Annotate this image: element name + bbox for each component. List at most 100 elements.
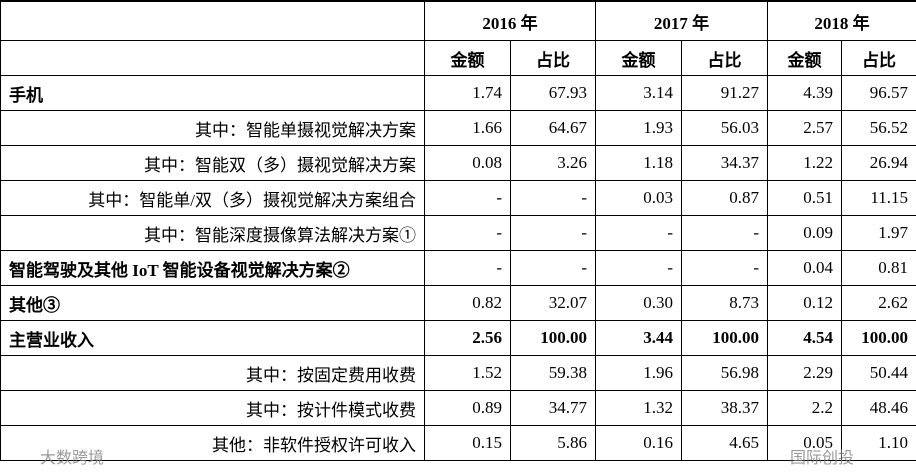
cell-value: 4.39 — [767, 75, 842, 111]
year-header: 2016 年 — [424, 0, 596, 41]
corner-cell — [0, 40, 425, 76]
row-label: 其中：智能双（多）摄视觉解决方案 — [0, 145, 425, 181]
cell-value: 1.18 — [595, 145, 682, 181]
cell-value: 0.04 — [767, 250, 842, 286]
cell-value: 0.89 — [424, 390, 511, 426]
cell-value: 38.37 — [681, 390, 768, 426]
cell-value: - — [424, 250, 511, 286]
cell-value: 100.00 — [510, 320, 596, 356]
cell-value: - — [510, 250, 596, 286]
cell-value: 4.54 — [767, 320, 842, 356]
cell-value: 3.44 — [595, 320, 682, 356]
cell-value: 0.08 — [424, 145, 511, 181]
data-row: 其他：非软件授权许可收入 0.15 5.86 0.16 4.65 0.05 1.10 — [0, 425, 916, 461]
cell-value: 64.67 — [510, 110, 596, 146]
cell-value: 100.00 — [841, 320, 916, 356]
row-label: 其中：按固定费用收费 — [0, 355, 425, 391]
cell-value: - — [424, 215, 511, 251]
cell-value: 0.03 — [595, 180, 682, 216]
cell-value: 4.65 — [681, 425, 768, 461]
corner-cell — [0, 0, 425, 41]
row-label: 智能驾驶及其他 IoT 智能设备视觉解决方案② — [0, 250, 425, 286]
row-label: 主营业收入 — [0, 320, 425, 356]
cell-value: - — [595, 215, 682, 251]
cell-value: 96.57 — [841, 75, 916, 111]
cell-value: 2.56 — [424, 320, 511, 356]
cell-value: 1.93 — [595, 110, 682, 146]
cell-value: 1.32 — [595, 390, 682, 426]
subheader: 金额 — [424, 40, 511, 76]
cell-value: 0.05 — [767, 425, 842, 461]
cell-value: 26.94 — [841, 145, 916, 181]
cell-value: - — [510, 215, 596, 251]
cell-value: 32.07 — [510, 285, 596, 321]
cell-value: 1.22 — [767, 145, 842, 181]
cell-value: 1.66 — [424, 110, 511, 146]
cell-value: 2.2 — [767, 390, 842, 426]
cell-value: 0.87 — [681, 180, 768, 216]
cell-value: - — [681, 215, 768, 251]
header-row: 2016 年 2017 年 2018 年 — [0, 0, 916, 41]
cell-value: 0.09 — [767, 215, 842, 251]
cell-value: 1.74 — [424, 75, 511, 111]
cell-value: 8.73 — [681, 285, 768, 321]
row-label: 其他③ — [0, 285, 425, 321]
row-label: 手机 — [0, 75, 425, 111]
watermark: 国际创投 — [790, 450, 855, 467]
cell-value: 3.26 — [510, 145, 596, 181]
cell-value: 100.00 — [681, 320, 768, 356]
cell-value: 1.97 — [841, 215, 916, 251]
row-label: 其中：按计件模式收费 — [0, 390, 425, 426]
cell-value: - — [424, 180, 511, 216]
cell-value: 2.29 — [767, 355, 842, 391]
cell-value: - — [510, 180, 596, 216]
cell-value: 5.86 — [510, 425, 596, 461]
row-label: 其他：非软件授权许可收入 — [0, 425, 425, 461]
cell-value: 0.12 — [767, 285, 842, 321]
subheader: 金额 — [595, 40, 682, 76]
year-header: 2017 年 — [595, 0, 768, 41]
cell-value: 56.98 — [681, 355, 768, 391]
cell-value: 0.15 — [424, 425, 511, 461]
data-row: 其中：智能深度摄像算法解决方案① - - - -0.09 1.97 — [0, 215, 916, 251]
data-row: 其中：智能单/双（多）摄视觉解决方案组合 - -0.03 0.87 0.51 11.15 — [0, 180, 916, 216]
data-row: 其中：按固定费用收费 1.52 59.38 1.96 56.98 2.29 50.44 — [0, 355, 916, 391]
cell-value: 1.96 — [595, 355, 682, 391]
cell-value: 91.27 — [681, 75, 768, 111]
cell-value: - — [681, 250, 768, 286]
cell-value: 56.03 — [681, 110, 768, 146]
cell-value: 11.15 — [841, 180, 916, 216]
data-row: 其中：智能双（多）摄视觉解决方案 0.08 3.26 1.18 34.37 1.22 26.… — [0, 145, 916, 181]
row-label: 其中：智能单/双（多）摄视觉解决方案组合 — [0, 180, 425, 216]
cell-value: 2.62 — [841, 285, 916, 321]
cell-value: 67.93 — [510, 75, 596, 111]
cell-value: 59.38 — [510, 355, 596, 391]
cell-value: 34.77 — [510, 390, 596, 426]
year-header: 2018 年 — [767, 0, 916, 41]
cell-value: 48.46 — [841, 390, 916, 426]
revenue-table: 2016 年 2017 年 2018 年金额 占比 金额 占比 金额 占比 手机 1.74 67.9… — [0, 0, 916, 461]
cell-value: 3.14 — [595, 75, 682, 111]
subheader: 占比 — [510, 40, 596, 76]
subheader-row: 金额 占比 金额 占比 金额 占比 — [0, 40, 916, 76]
subheader: 占比 — [681, 40, 768, 76]
data-row: 其他③ 0.82 32.07 0.30 8.73 0.12 2.62 — [0, 285, 916, 321]
cell-value: - — [595, 250, 682, 286]
cell-value: 0.51 — [767, 180, 842, 216]
data-row: 其中：按计件模式收费 0.89 34.77 1.32 38.37 2.2 48.46 — [0, 390, 916, 426]
cell-value: 0.30 — [595, 285, 682, 321]
cell-value: 0.82 — [424, 285, 511, 321]
data-row: 手机 1.74 67.93 3.14 91.27 4.39 96.57 — [0, 75, 916, 111]
data-row: 其中：智能单摄视觉解决方案 1.66 64.67 1.93 56.03 2.57 56.52 — [0, 110, 916, 146]
subheader: 占比 — [841, 40, 916, 76]
subheader: 金额 — [767, 40, 842, 76]
data-row: 主营业收入 2.56 100.00 3.44 100.00 4.54 100.00 — [0, 320, 916, 356]
cell-value: 34.37 — [681, 145, 768, 181]
row-label: 其中：智能单摄视觉解决方案 — [0, 110, 425, 146]
row-label: 其中：智能深度摄像算法解决方案① — [0, 215, 425, 251]
cell-value: 2.57 — [767, 110, 842, 146]
cell-value: 0.16 — [595, 425, 682, 461]
cell-value: 0.81 — [841, 250, 916, 286]
cell-value: 50.44 — [841, 355, 916, 391]
